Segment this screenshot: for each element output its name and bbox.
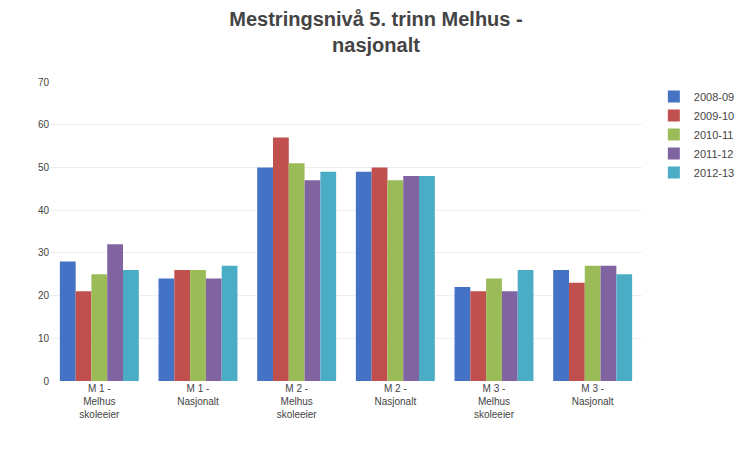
svg-text:50: 50 <box>38 162 50 173</box>
svg-text:M 1 -Nasjonalt: M 1 -Nasjonalt <box>177 383 219 407</box>
svg-text:M 3 -Nasjonalt: M 3 -Nasjonalt <box>572 383 614 407</box>
svg-text:0: 0 <box>43 376 49 387</box>
svg-text:20: 20 <box>38 290 50 301</box>
svg-text:M 3 -Melhusskoleeier: M 3 -Melhusskoleeier <box>474 383 515 420</box>
svg-text:2009-10: 2009-10 <box>694 110 734 122</box>
svg-text:M 1 -Melhusskoleeier: M 1 -Melhusskoleeier <box>79 383 120 420</box>
svg-text:Mestringsnivå 5. trinn Melhus: Mestringsnivå 5. trinn Melhus -nasjonalt <box>229 8 522 56</box>
svg-text:70: 70 <box>38 77 50 88</box>
svg-text:2011-12: 2011-12 <box>694 148 734 160</box>
svg-text:60: 60 <box>38 119 50 130</box>
svg-text:2008-09: 2008-09 <box>694 91 734 103</box>
svg-text:10: 10 <box>38 333 50 344</box>
svg-text:M 2 -Nasjonalt: M 2 -Nasjonalt <box>374 383 416 407</box>
svg-text:2010-11: 2010-11 <box>694 129 734 141</box>
svg-text:M 2 -Melhusskoleeier: M 2 -Melhusskoleeier <box>277 383 318 420</box>
svg-text:2012-13: 2012-13 <box>694 167 734 179</box>
svg-text:30: 30 <box>38 247 50 258</box>
svg-text:40: 40 <box>38 205 50 216</box>
